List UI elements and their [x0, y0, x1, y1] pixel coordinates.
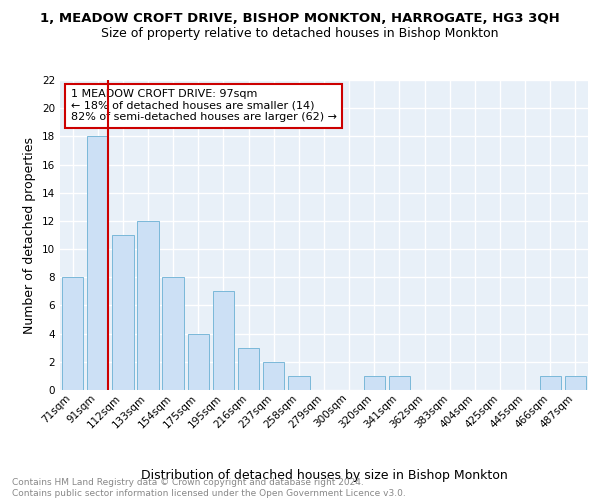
- Text: 1 MEADOW CROFT DRIVE: 97sqm
← 18% of detached houses are smaller (14)
82% of sem: 1 MEADOW CROFT DRIVE: 97sqm ← 18% of det…: [71, 90, 337, 122]
- Bar: [238, 348, 259, 390]
- Y-axis label: Number of detached properties: Number of detached properties: [23, 136, 37, 334]
- Bar: [389, 376, 410, 390]
- Text: Size of property relative to detached houses in Bishop Monkton: Size of property relative to detached ho…: [101, 28, 499, 40]
- Bar: [288, 376, 310, 390]
- Bar: [539, 376, 561, 390]
- Bar: [62, 278, 83, 390]
- Text: 1, MEADOW CROFT DRIVE, BISHOP MONKTON, HARROGATE, HG3 3QH: 1, MEADOW CROFT DRIVE, BISHOP MONKTON, H…: [40, 12, 560, 26]
- Bar: [364, 376, 385, 390]
- Bar: [213, 292, 234, 390]
- Text: Contains HM Land Registry data © Crown copyright and database right 2024.
Contai: Contains HM Land Registry data © Crown c…: [12, 478, 406, 498]
- Bar: [163, 278, 184, 390]
- Bar: [87, 136, 109, 390]
- Bar: [263, 362, 284, 390]
- Bar: [188, 334, 209, 390]
- X-axis label: Distribution of detached houses by size in Bishop Monkton: Distribution of detached houses by size …: [140, 468, 508, 481]
- Bar: [137, 221, 158, 390]
- Bar: [112, 235, 134, 390]
- Bar: [565, 376, 586, 390]
